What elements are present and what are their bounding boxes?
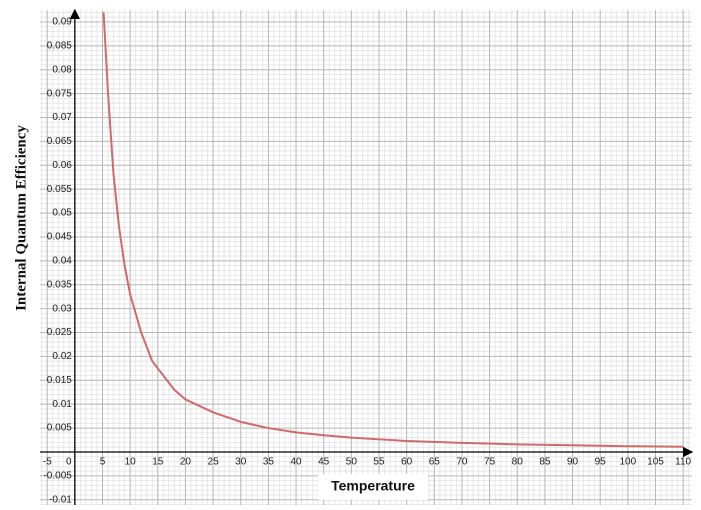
curve (102, 12, 684, 448)
y-tick-label: 0.025 (47, 327, 72, 338)
x-tick-label: 35 (263, 457, 275, 468)
y-tick-label: 0.005 (47, 423, 72, 434)
y-tick-label: 0.085 (47, 40, 72, 51)
y-tick-label: 0.05 (52, 208, 72, 219)
x-tick-label: 110 (675, 457, 691, 468)
x-tick-label: 45 (318, 457, 330, 468)
y-tick-label: 0.055 (47, 184, 72, 195)
x-tick-label: 90 (567, 457, 579, 468)
y-tick-label: 0.04 (52, 255, 72, 266)
x-axis-label: Temperature (331, 478, 415, 494)
y-tick-label: 0.045 (47, 232, 72, 243)
y-tick-label: 0.09 (52, 17, 72, 28)
y-tick-label: -0.01 (49, 494, 72, 505)
x-tick-label: 10 (125, 457, 137, 468)
y-tick-label: 0.035 (47, 279, 72, 290)
x-tick-label: 15 (152, 457, 164, 468)
y-tick-label: 0.03 (52, 303, 72, 314)
y-tick-label: 0.075 (47, 88, 72, 99)
x-tick-label: 75 (484, 457, 496, 468)
x-tick-label: 20 (180, 457, 192, 468)
y-tick-label: 0.065 (47, 136, 72, 147)
curve-layer (102, 12, 684, 448)
x-tick-label: 100 (620, 457, 637, 468)
x-tick-label: 65 (429, 457, 441, 468)
x-label-bg (318, 474, 428, 500)
x-tick-label: 85 (539, 457, 551, 468)
y-tick-label: 0.01 (52, 399, 72, 410)
y-tick-label: 0.015 (47, 375, 72, 386)
x-tick-label: 95 (595, 457, 607, 468)
y-axis-label: Internal Quantum Efficiency (13, 125, 29, 311)
x-tick-label: -5 (43, 457, 52, 468)
x-tick-label: 70 (456, 457, 468, 468)
tick-labels: -5 0 5 10 15 20 25 30 35 40 45 50 55 60 65 70 75 80 85 90 95… (43, 17, 692, 506)
x-tick-label: 60 (401, 457, 413, 468)
x-tick-label: 80 (512, 457, 524, 468)
y-tick-label: 0.07 (52, 112, 72, 123)
x-tick-label: 40 (290, 457, 302, 468)
y-tick-label: -0.005 (43, 470, 72, 481)
y-tick-label: 0.02 (52, 351, 72, 362)
y-tick-label: 0.06 (52, 160, 72, 171)
axes (40, 8, 694, 505)
x-tick-label: 25 (208, 457, 220, 468)
y-tick-label: 0.08 (52, 64, 72, 75)
x-tick-label: 0 (66, 457, 72, 468)
x-tick-label: 55 (373, 457, 385, 468)
x-tick-label: 5 (100, 457, 106, 468)
x-tick-label: 105 (647, 457, 664, 468)
x-tick-label: 50 (346, 457, 358, 468)
x-tick-label: 30 (235, 457, 247, 468)
